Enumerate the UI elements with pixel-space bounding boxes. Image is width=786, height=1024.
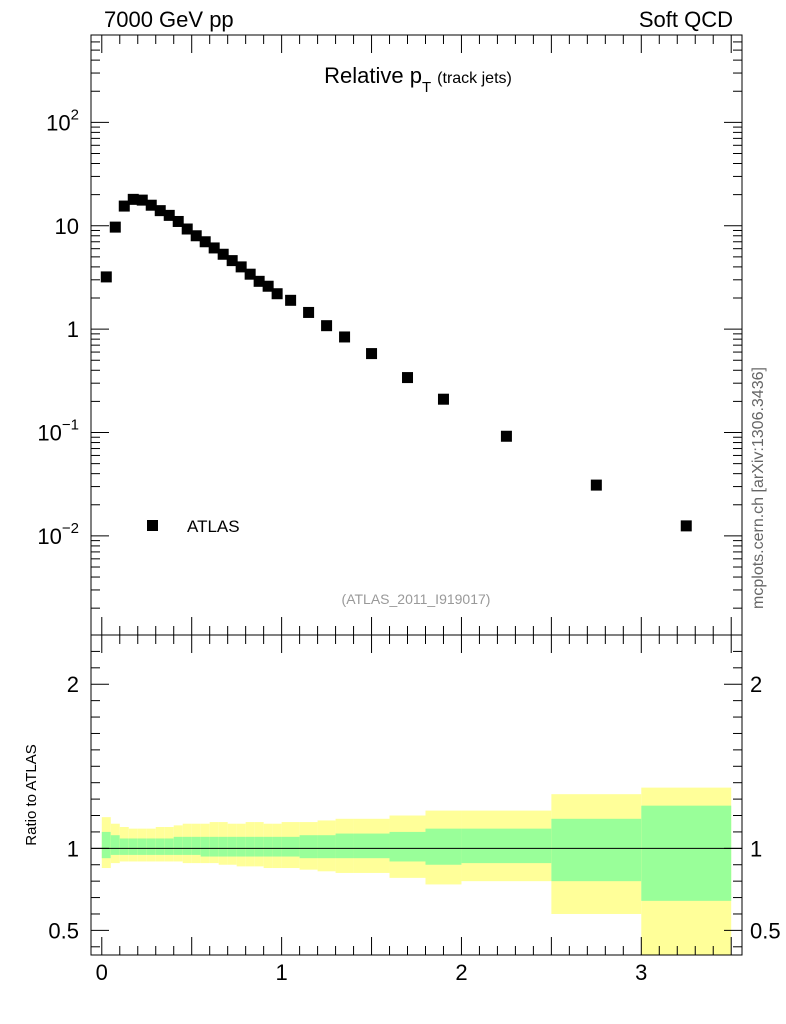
- x-tick-label: 0: [96, 960, 108, 985]
- inner-band-bin: [272, 836, 282, 857]
- data-point: [285, 294, 297, 306]
- inner-band-bin: [425, 828, 462, 865]
- analysis-watermark: (ATLAS_2011_I919017): [342, 591, 491, 607]
- data-point: [500, 430, 512, 442]
- data-point: [172, 215, 184, 227]
- ratio-y-tick-label-left: 2: [67, 672, 79, 697]
- x-tick-label: 3: [635, 960, 647, 985]
- data-point: [109, 221, 121, 233]
- main-axis-ticks: [91, 34, 742, 635]
- inner-band-bin: [119, 838, 129, 855]
- data-point: [262, 280, 274, 292]
- inner-band-bin: [164, 838, 174, 855]
- data-point: [402, 372, 414, 384]
- inner-band-bin: [254, 836, 264, 857]
- inner-band-bin: [299, 835, 318, 859]
- y-tick-label: 10−1: [37, 417, 79, 446]
- plot-title: Relative pT(track jets): [324, 63, 512, 96]
- category-label: Soft QCD: [638, 7, 733, 32]
- ratio-axis-ticks: [91, 635, 742, 955]
- energy-label: 7000 GeV pp: [104, 7, 234, 32]
- inner-band-bin: [551, 818, 642, 882]
- x-tick-label: 1: [275, 960, 287, 985]
- data-point: [163, 209, 175, 221]
- main-y-tick-labels: 102 10 1 10−1 10−2: [37, 106, 79, 549]
- data-point: [366, 348, 378, 360]
- ratio-y-tick-label-left: 1: [67, 836, 79, 861]
- inner-band-bin: [461, 828, 552, 864]
- data-point: [118, 200, 130, 212]
- legend-label: ATLAS: [187, 517, 240, 536]
- inner-band-bin: [146, 838, 156, 855]
- inner-band-bin: [200, 836, 210, 857]
- data-point: [235, 261, 247, 273]
- ratio-y-tick-label-right: 2: [750, 672, 762, 697]
- inner-band-bin: [263, 836, 273, 857]
- inner-band-bin: [155, 838, 165, 855]
- x-tick-label: 2: [455, 960, 467, 985]
- inner-band-bin: [101, 831, 111, 859]
- ratio-y-tick-label-left: 0.5: [48, 918, 79, 943]
- ratio-y-tick-label-right: 0.5: [750, 918, 781, 943]
- y-tick-label: 102: [46, 106, 79, 135]
- main-panel: 102 10 1 10−1 10−2 Relative pT(track jets) A…: [37, 34, 743, 636]
- y-tick-label: 10: [55, 214, 79, 239]
- inner-band-bin: [227, 836, 237, 857]
- data-point: [253, 275, 265, 287]
- inner-band-bin: [173, 836, 183, 855]
- main-frame: [90, 34, 743, 636]
- data-point: [680, 520, 692, 532]
- data-point: [199, 236, 211, 248]
- inner-band-bin: [353, 833, 390, 859]
- data-point: [181, 223, 193, 235]
- inner-band-bin: [335, 833, 354, 859]
- data-point: [321, 320, 333, 332]
- y-tick-label: 1: [67, 317, 79, 342]
- data-point: [437, 393, 449, 405]
- inner-band-bin: [218, 836, 228, 857]
- data-point: [136, 194, 148, 206]
- data-point: [154, 205, 166, 217]
- data-point: [190, 230, 202, 242]
- inner-band-bin: [317, 835, 336, 859]
- data-point: [303, 306, 315, 318]
- ratio-frame: [90, 634, 743, 956]
- inner-band-bin: [245, 836, 255, 857]
- inner-band-bin: [389, 831, 426, 862]
- data-point: [590, 479, 602, 491]
- data-points: [100, 193, 692, 532]
- inner-band-bin: [236, 836, 246, 857]
- data-point: [244, 268, 256, 280]
- ratio-y-tick-label-right: 1: [750, 836, 762, 861]
- legend: ATLAS: [147, 517, 240, 536]
- inner-band-bin: [128, 838, 138, 855]
- data-point: [271, 288, 283, 300]
- y-tick-label: 10−2: [37, 520, 79, 549]
- data-point: [339, 331, 351, 343]
- uncertainty-bands: [101, 787, 732, 955]
- inner-band-bin: [110, 835, 120, 855]
- inner-band-bin: [137, 838, 147, 855]
- inner-band-bin: [191, 836, 201, 855]
- data-point: [226, 255, 238, 267]
- inner-band-bin: [641, 805, 732, 901]
- inner-band-bin: [209, 836, 219, 857]
- ratio-tick-labels: 2 2 1 1 0.5 0.5 0 1 2 3: [48, 672, 780, 985]
- inner-band-bin: [182, 836, 192, 855]
- data-point: [208, 242, 220, 254]
- data-point: [127, 193, 139, 205]
- ratio-panel: 2 2 1 1 0.5 0.5 0 1 2 3 Ratio to ATLAS: [23, 634, 781, 985]
- data-point: [100, 271, 112, 283]
- data-point: [145, 199, 157, 211]
- ratio-y-axis-label: Ratio to ATLAS: [23, 744, 40, 845]
- inner-band-bin: [281, 836, 300, 857]
- data-point: [217, 248, 229, 260]
- legend-marker: [147, 520, 158, 531]
